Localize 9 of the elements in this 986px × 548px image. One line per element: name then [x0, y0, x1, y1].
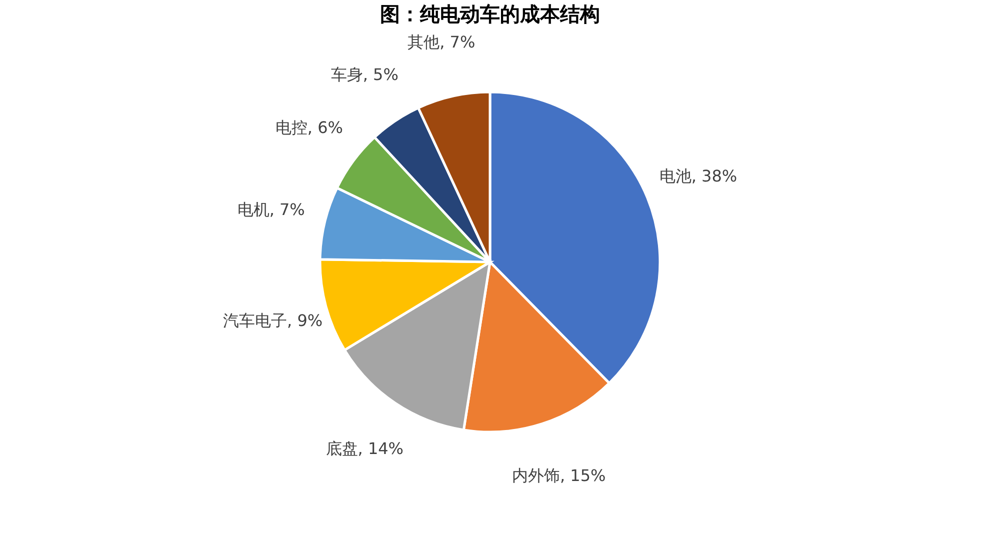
slice-label: 汽车电子, 9% — [223, 310, 323, 330]
slice-label: 车身, 5% — [330, 65, 398, 84]
slice-label: 电池, 38% — [659, 166, 738, 186]
chart-title: 图：纯电动车的成本结构 — [380, 2, 600, 26]
slice-label: 电控, 6% — [275, 118, 343, 138]
slice-label: 电机, 7% — [237, 200, 305, 219]
slice-label: 其他, 7% — [408, 32, 476, 52]
slice-label: 内外饰, 15% — [512, 466, 606, 486]
slice-label: 底盘, 14% — [326, 438, 404, 458]
